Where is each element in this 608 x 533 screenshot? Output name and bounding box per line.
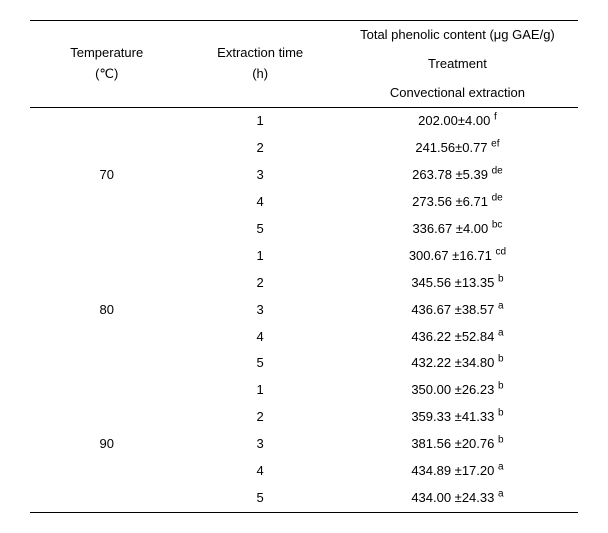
value-text: 432.22 ±34.80 (411, 355, 494, 370)
value-cell: 359.33 ±41.33 b (337, 404, 578, 431)
value-sup: de (492, 166, 503, 177)
table-body: 701202.00±4.00 f2241.56±0.77 ef3263.78 ±… (30, 108, 578, 512)
time-cell: 3 (183, 431, 336, 458)
value-text: 273.56 ±6.71 (412, 194, 488, 209)
value-cell: 345.56 ±13.35 b (337, 270, 578, 297)
value-sup: cd (495, 247, 506, 258)
time-cell: 4 (183, 324, 336, 351)
value-sup: b (498, 381, 504, 392)
value-cell: 436.67 ±38.57 a (337, 297, 578, 324)
value-sup: a (498, 300, 504, 311)
value-sup: f (494, 112, 497, 123)
value-cell: 263.78 ±5.39 de (337, 162, 578, 189)
table-row: 801300.67 ±16.71 cd (30, 243, 578, 270)
time-cell: 5 (183, 216, 336, 243)
value-text: 300.67 ±16.71 (409, 248, 492, 263)
value-sup: a (498, 489, 504, 500)
time-cell: 2 (183, 270, 336, 297)
value-text: 345.56 ±13.35 (411, 275, 494, 290)
value-sup: b (498, 408, 504, 419)
value-text: 336.67 ±4.00 (412, 221, 488, 236)
time-cell: 3 (183, 162, 336, 189)
time-cell: 5 (183, 350, 336, 377)
header-time-unit: (h) (252, 66, 268, 81)
value-text: 434.00 ±24.33 (411, 490, 494, 505)
value-cell: 300.67 ±16.71 cd (337, 243, 578, 270)
time-cell: 1 (183, 243, 336, 270)
header-temperature-unit: (℃) (95, 66, 118, 81)
value-text: 359.33 ±41.33 (411, 409, 494, 424)
header-time-label: Extraction time (217, 45, 303, 60)
time-cell: 3 (183, 297, 336, 324)
value-sup: ef (491, 139, 499, 150)
value-text: 263.78 ±5.39 (412, 167, 488, 182)
value-sup: bc (492, 220, 503, 231)
value-sup: b (498, 435, 504, 446)
value-sup: b (498, 354, 504, 365)
time-cell: 1 (183, 377, 336, 404)
value-cell: 436.22 ±52.84 a (337, 324, 578, 351)
value-cell: 350.00 ±26.23 b (337, 377, 578, 404)
value-cell: 434.00 ±24.33 a (337, 485, 578, 512)
value-text: 381.56 ±20.76 (411, 436, 494, 451)
value-text: 202.00±4.00 (418, 113, 490, 128)
header-temperature: Temperature (℃) (30, 21, 183, 108)
temperature-cell: 80 (30, 243, 183, 377)
phenolic-content-table: Temperature (℃) Extraction time (h) Tota… (30, 20, 578, 513)
header-tpc-line1: Total phenolic content (μg GAE/g) (337, 21, 578, 50)
value-text: 436.67 ±38.57 (411, 302, 494, 317)
value-sup: a (498, 327, 504, 338)
value-text: 434.89 ±17.20 (411, 463, 494, 478)
value-sup: de (492, 193, 503, 204)
time-cell: 5 (183, 485, 336, 512)
value-sup: b (498, 273, 504, 284)
time-cell: 4 (183, 458, 336, 485)
value-text: 436.22 ±52.84 (411, 329, 494, 344)
temperature-cell: 90 (30, 377, 183, 512)
header-temperature-label: Temperature (70, 45, 143, 60)
value-cell: 202.00±4.00 f (337, 108, 578, 135)
value-text: 241.56±0.77 (415, 140, 487, 155)
value-cell: 336.67 ±4.00 bc (337, 216, 578, 243)
value-cell: 432.22 ±34.80 b (337, 350, 578, 377)
time-cell: 4 (183, 189, 336, 216)
value-cell: 381.56 ±20.76 b (337, 431, 578, 458)
value-cell: 434.89 ±17.20 a (337, 458, 578, 485)
temperature-cell: 70 (30, 108, 183, 243)
header-tpc-line3: Convectional extraction (337, 79, 578, 108)
header-tpc-line2: Treatment (337, 50, 578, 79)
value-text: 350.00 ±26.23 (411, 382, 494, 397)
time-cell: 2 (183, 135, 336, 162)
value-cell: 273.56 ±6.71 de (337, 189, 578, 216)
value-cell: 241.56±0.77 ef (337, 135, 578, 162)
time-cell: 1 (183, 108, 336, 135)
table-row: 701202.00±4.00 f (30, 108, 578, 135)
time-cell: 2 (183, 404, 336, 431)
table-row: 901350.00 ±26.23 b (30, 377, 578, 404)
value-sup: a (498, 462, 504, 473)
header-extraction-time: Extraction time (h) (183, 21, 336, 108)
